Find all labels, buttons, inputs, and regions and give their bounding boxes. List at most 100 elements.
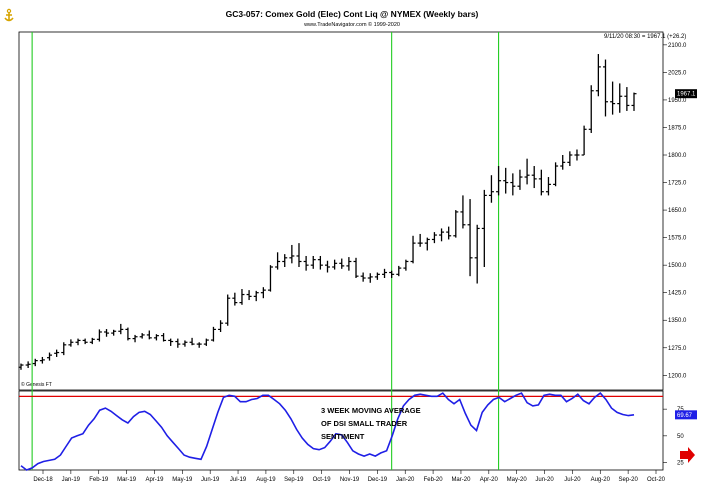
price-bar: [18, 363, 24, 370]
chart-subtitle: www.TradeNavigator.com © 1999-2020: [303, 21, 400, 28]
price-bar: [132, 334, 138, 343]
price-bar: [488, 175, 494, 203]
x-tick-label: Jun-19: [201, 477, 220, 483]
price-bar: [47, 352, 53, 361]
price-bars: [18, 54, 637, 370]
price-bar: [68, 339, 74, 347]
price-bar: [382, 268, 388, 279]
price-bar: [296, 243, 302, 267]
price-bar: [332, 259, 338, 270]
price-tick-label: 1725.0: [668, 181, 687, 187]
price-bar: [239, 289, 245, 305]
sentiment-line: [20, 392, 635, 471]
price-bar: [531, 166, 537, 189]
price-bar: [282, 254, 288, 267]
price-tick-label: 1350.0: [668, 318, 687, 324]
price-bar: [610, 81, 616, 115]
price-bar: [175, 338, 181, 348]
x-tick-label: Jan-20: [396, 477, 415, 483]
price-bar: [545, 177, 551, 196]
x-tick-label: Oct-20: [647, 477, 666, 483]
price-tick-label: 1425.0: [668, 291, 687, 297]
price-axis: 1200.0 1275.0 1350.0 1425.0 1500.0 1575.0 1650…: [663, 43, 687, 379]
price-bar: [75, 338, 81, 346]
price-bar: [225, 294, 231, 326]
x-tick-label: May-20: [507, 477, 528, 483]
last-info-label: 9/11/20 08:30 = 1967.1 (+26.2): [604, 34, 686, 40]
x-tick-label: Sep-19: [284, 477, 304, 483]
price-bar: [89, 337, 95, 345]
price-bar: [189, 337, 195, 346]
x-tick-label: Apr-20: [480, 477, 499, 483]
annotation-line-3: SENTIMENT: [321, 432, 365, 441]
price-bar: [617, 83, 623, 113]
price-bar: [104, 329, 110, 337]
x-tick-label: Mar-19: [117, 477, 137, 483]
x-tick-label: Feb-20: [424, 477, 444, 483]
price-panel-frame: [18, 31, 664, 391]
price-bar: [111, 329, 117, 336]
price-bar: [317, 255, 323, 270]
price-bar: [367, 273, 373, 283]
price-bar: [581, 125, 587, 156]
price-bar: [96, 329, 102, 342]
sentiment-axis: 25 50 75: [663, 407, 684, 467]
price-bar: [560, 155, 566, 170]
x-tick-label: Sep-20: [618, 477, 638, 483]
price-bar: [496, 166, 502, 196]
price-tick-label: 1275.0: [668, 346, 687, 352]
annotation-line-1: 3 WEEK MOVING AVERAGE: [321, 406, 421, 415]
price-bar: [439, 228, 445, 242]
last-sentiment-label: 69.67: [677, 413, 693, 419]
price-tick-label: 1500.0: [668, 263, 687, 269]
anchor-logo-icon: [4, 8, 14, 22]
price-bar: [61, 342, 67, 356]
price-bar: [39, 356, 45, 364]
price-bar: [389, 270, 395, 279]
price-bar: [32, 358, 38, 367]
price-bar: [125, 327, 131, 341]
x-tick-label: Dec-19: [368, 477, 388, 483]
price-bar: [453, 210, 459, 238]
price-bar: [168, 338, 174, 346]
price-bar: [538, 169, 544, 196]
price-bar: [503, 167, 509, 194]
x-tick-label: Aug-20: [591, 477, 611, 483]
x-tick-label: Dec-18: [33, 477, 53, 483]
price-bar: [574, 149, 580, 161]
sentiment-tick-label: 25: [677, 461, 684, 467]
price-tick-label: 1200.0: [668, 373, 687, 379]
price-bar: [624, 87, 630, 111]
price-bar: [203, 338, 209, 346]
price-tick-label: 2025.0: [668, 70, 687, 76]
x-tick-label: May-19: [172, 477, 193, 483]
price-bar: [588, 85, 594, 133]
last-price-label: 1967.1: [677, 92, 696, 98]
price-tick-label: 1800.0: [668, 153, 687, 159]
x-tick-label: Jan-19: [62, 477, 81, 483]
price-bar: [374, 272, 380, 280]
price-bar: [474, 224, 480, 284]
price-bar: [161, 333, 167, 342]
price-bar: [467, 199, 473, 277]
price-bar: [339, 258, 345, 269]
x-tick-label: Nov-19: [340, 477, 360, 483]
right-arrow-icon[interactable]: [680, 447, 695, 463]
last-sentiment-box: [675, 410, 697, 420]
x-tick-label: Oct-19: [313, 477, 332, 483]
annotation-line-2: OF DSI SMALL TRADER: [321, 419, 408, 428]
price-bar: [232, 292, 238, 306]
price-tick-label: 1950.0: [668, 98, 687, 104]
price-bar: [403, 259, 409, 271]
price-bar: [146, 330, 152, 340]
chart-title: GC3-057: Comex Gold (Elec) Cont Liq @ NY…: [226, 9, 479, 19]
x-tick-label: Jul-20: [564, 477, 581, 483]
price-bar: [118, 323, 124, 335]
price-bar: [182, 340, 188, 347]
price-bar: [631, 92, 637, 111]
price-bar: [396, 265, 402, 277]
price-bar: [289, 244, 295, 264]
price-bar: [417, 233, 423, 247]
x-tick-label: Feb-19: [89, 477, 109, 483]
